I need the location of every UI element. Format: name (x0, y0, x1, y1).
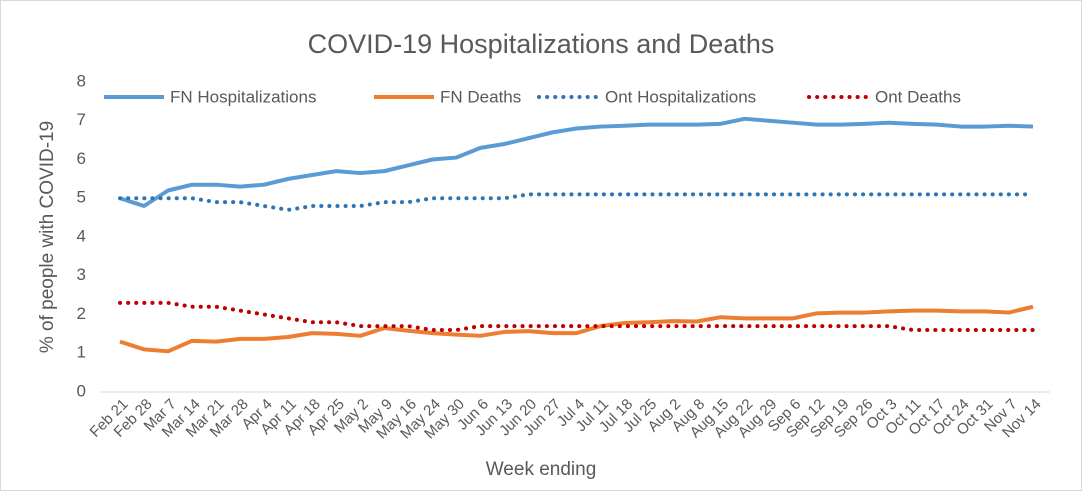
y-tick-label: 2 (77, 304, 86, 323)
legend-label: Ont Hospitalizations (605, 87, 756, 106)
y-tick-label: 1 (77, 343, 86, 362)
series-line (119, 116, 1034, 208)
chart-title: COVID-19 Hospitalizations and Deaths (308, 29, 775, 59)
y-tick-label: 8 (77, 71, 86, 90)
legend-label: Ont Deaths (875, 87, 961, 106)
legend-label: FN Hospitalizations (170, 87, 316, 106)
series-line (118, 192, 1035, 212)
series-line (118, 300, 1035, 332)
y-tick-label: 3 (77, 265, 86, 284)
y-tick-label: 7 (77, 110, 86, 129)
y-axis-label: % of people with COVID-19 (37, 121, 58, 353)
series-line (119, 304, 1034, 354)
x-axis-label: Week ending (486, 459, 597, 480)
y-tick-label: 4 (77, 226, 86, 245)
y-tick-label: 6 (77, 149, 86, 168)
y-tick-label: 5 (77, 188, 86, 207)
y-tick-label: 0 (77, 381, 86, 400)
legend-label: FN Deaths (440, 87, 521, 106)
